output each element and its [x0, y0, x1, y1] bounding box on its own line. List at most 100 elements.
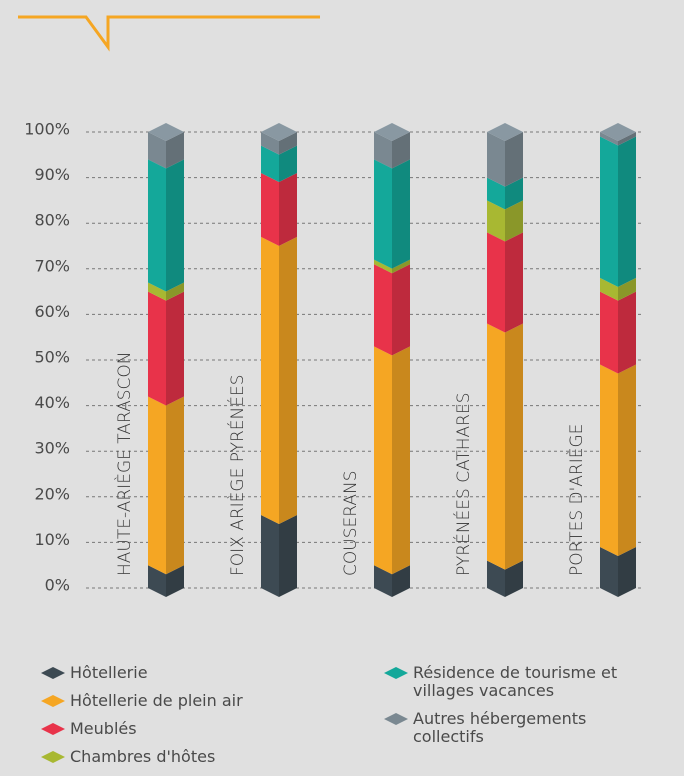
legend-item: Autres hébergements collectifs: [383, 710, 653, 746]
bar-segment: [148, 396, 184, 575]
bar-face-left: [600, 136, 618, 287]
bar-face-left: [487, 323, 505, 570]
bar-face-left: [148, 396, 166, 575]
bar-segment: [487, 323, 523, 570]
bar-face-right: [279, 515, 297, 597]
bar-segment: [374, 159, 410, 269]
bar-face-left: [261, 132, 279, 155]
bar-cap: [600, 123, 636, 141]
bar-segment: [148, 291, 184, 406]
legend-swatch: [41, 751, 65, 763]
bar-face-left: [261, 515, 279, 597]
bar-segment: [487, 232, 523, 333]
bar-segment: [374, 259, 410, 274]
y-tick-label: 0%: [45, 576, 70, 595]
bar-face-left: [374, 132, 392, 169]
legend-label: Hôtellerie: [70, 663, 148, 682]
y-tick-label: 90%: [34, 165, 70, 184]
bar-face-right: [166, 132, 184, 169]
bar-face-left: [148, 291, 166, 406]
x-tick-label: FOIX ARIÈGE PYRÉNÉES: [226, 374, 248, 576]
bar-face-left: [487, 232, 505, 333]
bar-segment: [261, 132, 297, 155]
bar-face-right: [166, 159, 184, 292]
bar-face-right: [166, 396, 184, 575]
bar-segment: [600, 364, 636, 556]
bar-face-right: [618, 291, 636, 374]
bar-segment: [487, 132, 523, 187]
y-tick-label: 10%: [34, 530, 70, 549]
bar-segment: [148, 159, 184, 292]
bar-face-left: [148, 132, 166, 169]
bar-segment: [374, 264, 410, 356]
legend-label: Autres hébergements collectifs: [413, 709, 587, 746]
legend-label: Chambres d'hôtes: [70, 747, 216, 766]
bar-face-left: [600, 132, 618, 146]
bar-face-left: [261, 145, 279, 183]
bar-face-left: [600, 277, 618, 301]
bar-face-right: [392, 346, 410, 575]
bar-face-left: [148, 282, 166, 301]
bar-face-left: [148, 159, 166, 292]
legend-marker: [384, 667, 408, 679]
bar-face-right: [505, 200, 523, 242]
bar-face-right: [505, 560, 523, 597]
y-tick-label: 20%: [34, 484, 70, 503]
bar-segment: [600, 277, 636, 301]
legend-item: Meublés: [40, 720, 340, 738]
legend-marker: [41, 695, 65, 707]
legend-swatch: [41, 695, 65, 707]
bar-face-right: [505, 232, 523, 333]
bar-face-left: [374, 259, 392, 274]
y-tick-label: 30%: [34, 439, 70, 458]
legend-marker: [41, 723, 65, 735]
bar-face-right: [166, 291, 184, 406]
bar-segment: [374, 346, 410, 575]
x-tick-label: PYRÉNÉES CATHARES: [452, 392, 474, 576]
bar-face-right: [392, 565, 410, 597]
legend-marker: [41, 751, 65, 763]
bar-face-right: [279, 236, 297, 525]
bar-face-right: [279, 145, 297, 183]
bar-face-left: [374, 346, 392, 575]
decoration: [18, 15, 320, 52]
legend-swatch: [384, 713, 408, 725]
bar-face-right: [166, 565, 184, 597]
bar-face-left: [487, 200, 505, 242]
bar-face-left: [261, 236, 279, 525]
bar-face-left: [374, 264, 392, 356]
y-tick-label: 50%: [34, 348, 70, 367]
y-tick-label: 80%: [34, 211, 70, 230]
bar-face-right: [618, 132, 636, 146]
bar-segment: [487, 200, 523, 242]
bar-face-right: [618, 546, 636, 597]
bar-face-left: [487, 132, 505, 187]
bar-cap: [148, 123, 184, 141]
bar-face-left: [600, 291, 618, 374]
bar-segment: [261, 173, 297, 246]
bar-cap: [487, 123, 523, 141]
bar-cap: [261, 123, 297, 141]
bar-face-right: [618, 364, 636, 556]
bar-cap: [374, 123, 410, 141]
legend-swatch: [384, 667, 408, 679]
bar-face-left: [487, 560, 505, 597]
legend-label: Résidence de tourisme et villages vacanc…: [413, 663, 618, 700]
bar-face-right: [618, 136, 636, 287]
bar-segment: [487, 177, 523, 210]
legend-item: Hôtellerie: [40, 664, 340, 682]
bar-segment: [261, 515, 297, 597]
bar-face-left: [374, 159, 392, 269]
bar-segment: [148, 132, 184, 169]
y-tick-label: 60%: [34, 302, 70, 321]
legend-marker: [384, 713, 408, 725]
y-tick-label: 100%: [24, 120, 70, 139]
legend-label: Hôtellerie de plein air: [70, 691, 243, 710]
bar-face-right: [505, 323, 523, 570]
bar-face-left: [148, 565, 166, 597]
bar-face-left: [261, 173, 279, 246]
legend-marker: [41, 667, 65, 679]
bar-segment: [600, 546, 636, 597]
